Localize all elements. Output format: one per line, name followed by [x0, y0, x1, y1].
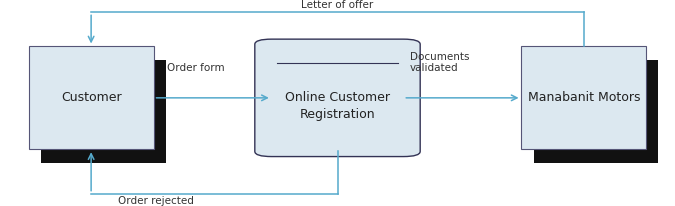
Text: Order rejected: Order rejected: [118, 196, 194, 206]
Bar: [29, 46, 153, 149]
Bar: [533, 60, 658, 163]
Text: Customer: Customer: [61, 91, 122, 104]
Bar: [521, 46, 646, 149]
Text: Documents
validated: Documents validated: [410, 52, 470, 73]
Text: Online Customer
Registration: Online Customer Registration: [285, 91, 390, 121]
Bar: [41, 60, 166, 163]
Text: Manabanit Motors: Manabanit Motors: [528, 91, 640, 104]
FancyBboxPatch shape: [254, 39, 420, 157]
Text: Order form: Order form: [167, 63, 225, 73]
Text: Letter of offer: Letter of offer: [301, 0, 374, 10]
